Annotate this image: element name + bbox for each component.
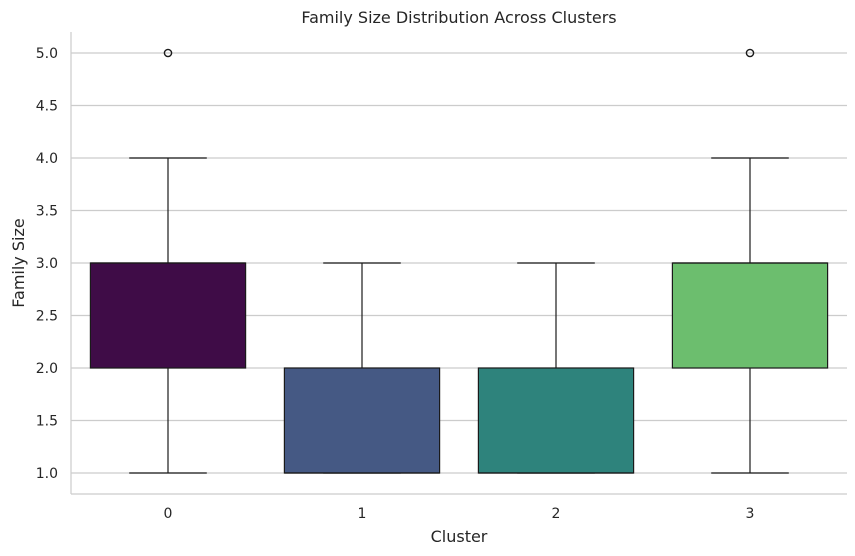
box: [89, 262, 247, 369]
outlier-point: [163, 48, 173, 58]
axis-layer: 1.0 1.5 2.0 2.5 3.0 3.5 4.0 4.5 5.0 0 1 2 3: [36, 32, 847, 522]
y-tick-label: 3.5: [36, 204, 58, 220]
x-tick-label: 2: [552, 506, 561, 522]
x-tick-label: 0: [164, 506, 173, 522]
box-group-cluster-3: [671, 48, 829, 474]
y-tick-label: 3.0: [36, 256, 58, 272]
box-group-cluster-0: [89, 48, 247, 474]
box-group-cluster-1: [283, 262, 441, 474]
y-tick-label: 5.0: [36, 46, 58, 62]
box: [477, 367, 635, 474]
y-tick-label: 4.5: [36, 99, 58, 115]
x-axis-label: Cluster: [431, 527, 488, 546]
y-tick-label: 1.5: [36, 414, 58, 430]
y-axis-label: Family Size: [9, 218, 28, 307]
y-tick-label: 4.0: [36, 151, 58, 167]
box: [283, 367, 441, 474]
y-tick-label: 1.0: [36, 466, 58, 482]
chart-title: Family Size Distribution Across Clusters: [301, 8, 616, 27]
x-tick-label: 3: [746, 506, 755, 522]
y-tick-label: 2.0: [36, 361, 58, 377]
box-layer: [89, 48, 829, 474]
y-tick-label: 2.5: [36, 309, 58, 325]
box: [671, 262, 829, 369]
box-group-cluster-2: [477, 262, 635, 474]
x-tick-label: 1: [358, 506, 367, 522]
outlier-point: [745, 48, 755, 58]
